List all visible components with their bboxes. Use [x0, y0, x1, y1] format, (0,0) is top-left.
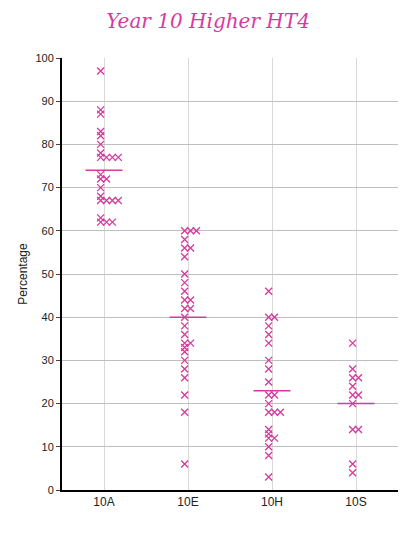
svg-text:40: 40 [42, 311, 54, 323]
svg-text:10H: 10H [261, 495, 283, 509]
svg-text:20: 20 [42, 397, 54, 409]
svg-text:10S: 10S [345, 495, 366, 509]
svg-text:100: 100 [35, 52, 53, 64]
svg-text:10: 10 [42, 441, 54, 453]
svg-text:60: 60 [42, 225, 54, 237]
svg-text:50: 50 [42, 268, 54, 280]
svg-text:0: 0 [48, 484, 54, 496]
svg-text:Year 10 Higher HT4: Year 10 Higher HT4 [106, 9, 310, 33]
svg-text:Percentage: Percentage [16, 243, 30, 305]
svg-text:30: 30 [42, 354, 54, 366]
svg-text:80: 80 [42, 138, 54, 150]
svg-text:70: 70 [42, 181, 54, 193]
svg-text:10A: 10A [93, 495, 114, 509]
svg-text:10E: 10E [177, 495, 198, 509]
svg-text:90: 90 [42, 95, 54, 107]
